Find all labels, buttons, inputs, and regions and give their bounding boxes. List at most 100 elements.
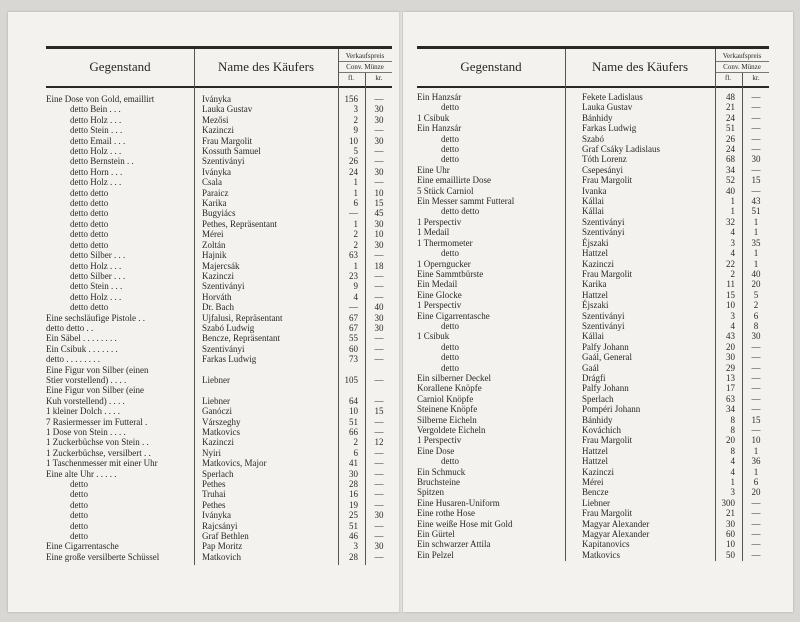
item-name: Vergoldete Eicheln: [417, 425, 486, 435]
buyer-name: Iványka: [202, 510, 231, 521]
buyer-name: Mérei: [202, 229, 224, 240]
item-name: detto detto: [70, 302, 109, 313]
table-row: 1 Zuckerbüchse von Stein . . Kazinczi 2 12: [46, 437, 392, 447]
buyer-name: Frau Margolit: [582, 508, 633, 519]
buyer-name: Éjszaki: [582, 237, 609, 248]
price-kreuzer: 10: [374, 229, 384, 240]
item-name: detto: [441, 154, 459, 165]
price-kreuzer: —: [751, 404, 761, 415]
price-kreuzer: —: [374, 291, 384, 302]
header-item: Gegenstand: [460, 59, 522, 74]
price-florin: 3: [353, 104, 359, 115]
price-florin: 52: [726, 175, 735, 186]
price-florin: 4: [353, 291, 359, 302]
buyer-name: Szentiványi: [202, 343, 245, 354]
table-row: detto Graf Csáky Ladislaus 24 —: [417, 144, 769, 154]
header-bottom-rule: [46, 86, 392, 88]
price-kreuzer: —: [751, 362, 761, 373]
table-row: detto Stein . . . Kazinczi 9 —: [46, 125, 392, 135]
price-florin: 22: [726, 258, 735, 269]
price-florin: 16: [349, 489, 358, 500]
table-row: detto Horn . . . Iványka 24 30: [46, 167, 392, 177]
price-florin: 34: [726, 164, 735, 175]
buyer-name: Csala: [202, 177, 222, 188]
price-florin: 5: [353, 146, 359, 157]
price-florin: 1: [730, 196, 736, 207]
item-name: 1 kleiner Dolch . . . .: [46, 406, 120, 417]
price-florin: 8: [730, 414, 736, 425]
table-body: Ein Hanzsár Fekete Ladislaus 48— detto Lauka…: [417, 92, 769, 560]
price-florin: 40: [726, 185, 735, 196]
price-kreuzer: —: [374, 177, 384, 188]
item-name: Ein Medail: [417, 279, 458, 290]
table-row: detto Hattzel 4 36: [417, 456, 769, 466]
table-row: Ein Säbel . . . . . . . . Bencze, Repräse…: [46, 333, 392, 343]
price-kreuzer: 12: [374, 437, 384, 448]
buyer-name: Gaál, General: [582, 352, 632, 363]
price-florin: 1: [730, 477, 736, 488]
table-row: detto detto Zoltán 2 30: [46, 240, 392, 250]
price-florin: 24: [726, 112, 735, 123]
item-name: detto detto: [70, 187, 109, 198]
price-kreuzer: —: [374, 416, 384, 427]
table-row: Ein silberner Deckel Drágfi 13 —: [417, 373, 769, 383]
buyer-name: Karika: [582, 279, 607, 290]
buyer-name: Frau Margolit: [582, 435, 633, 446]
item-name: 1 Thermometer: [417, 237, 473, 248]
item-name: detto: [441, 133, 459, 144]
price-kreuzer: —: [751, 341, 761, 352]
price-florin: 34: [726, 404, 735, 415]
price-florin: 64: [349, 395, 358, 406]
price-florin: 48: [726, 92, 735, 102]
table-row: Eine Cigarrentasche Pap Moritz 3 30: [46, 541, 392, 551]
price-florin: 67: [349, 312, 358, 323]
buyer-name: Nyiri: [202, 447, 221, 458]
buyer-name: Drágfi: [582, 372, 606, 383]
buyer-name: Mezősi: [202, 114, 229, 125]
price-kreuzer: 30: [374, 104, 384, 115]
price-kreuzer: 20: [751, 487, 761, 498]
item-name: detto detto: [70, 208, 109, 219]
book-gutter: [399, 12, 404, 612]
buyer-name: Frau Margolit: [582, 175, 633, 186]
table-row: detto Truhai 16 —: [46, 489, 392, 499]
table-row: 1 Zuckerbüchse, versilbert . . Nyiri 6 —: [46, 448, 392, 458]
table-row: Eine Sammtbürste Frau Margolit 2 40: [417, 269, 769, 279]
header-kr: kr.: [752, 74, 760, 82]
price-florin: 28: [349, 479, 358, 490]
buyer-name: Lauka Gustav: [202, 104, 253, 115]
price-florin: 19: [349, 499, 358, 510]
buyer-name: Majercsák: [202, 260, 240, 271]
price-kreuzer: —: [751, 372, 761, 383]
table-row: detto Bernstein . . Szentiványi 26 —: [46, 156, 392, 166]
price-florin: 6: [353, 198, 359, 209]
table-row: Eine weiße Hose mit Gold Magyar Alexander…: [417, 519, 769, 529]
price-kreuzer: —: [751, 123, 761, 134]
item-name: Ein Schmuck: [417, 466, 466, 477]
price-florin: 63: [349, 250, 358, 261]
buyer-name: Pethes, Repräsentant: [202, 218, 277, 229]
buyer-name: Matkovics: [582, 549, 620, 560]
table-row: detto Szabó 26 —: [417, 134, 769, 144]
item-name: detto Email . . .: [70, 135, 126, 146]
price-florin: 10: [349, 135, 358, 146]
price-kreuzer: —: [751, 102, 761, 113]
price-kreuzer: —: [374, 156, 384, 167]
buyer-name: Sperlach: [202, 468, 234, 479]
buyer-name: Ivanka: [582, 185, 607, 196]
table-row: detto detto Pethes, Repräsentant 1 30: [46, 219, 392, 229]
price-kreuzer: —: [751, 112, 761, 123]
price-florin: 105: [344, 374, 359, 385]
table-row: Eine Uhr Csepesányi 34 —: [417, 165, 769, 175]
price-florin: 60: [349, 343, 358, 354]
item-name: Ein schwarzer Attila: [417, 539, 491, 550]
buyer-name: Ganóczi: [202, 406, 232, 417]
table-row: detto Gaál 29 —: [417, 363, 769, 373]
item-name: 1 Medail: [417, 227, 450, 238]
item-name: Eine sechsläufige Pistole . .: [46, 312, 145, 323]
price-florin: 2: [353, 239, 359, 250]
item-name: Carniol Knöpfe: [417, 393, 474, 404]
buyer-name: Magyar Alexander: [582, 529, 650, 540]
table-row: detto Silber . . . Kazinczi 23 —: [46, 271, 392, 281]
price-florin: 26: [349, 156, 358, 167]
